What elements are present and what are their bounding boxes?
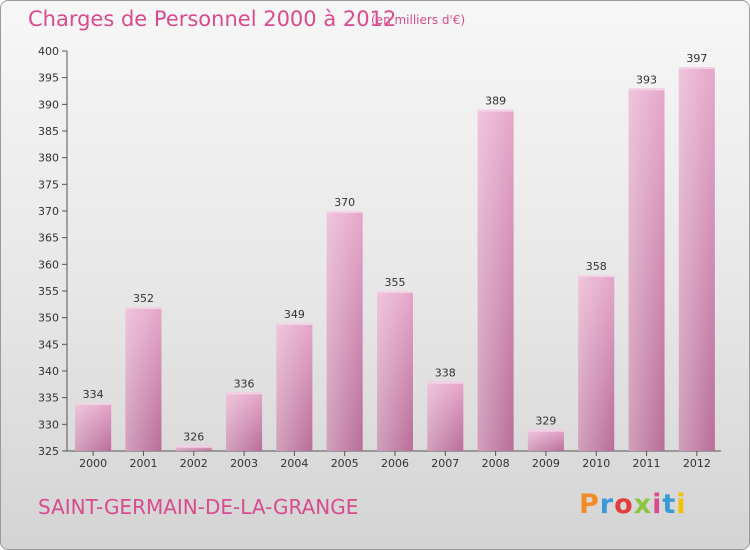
y-tick-label: 390 <box>38 98 59 111</box>
y-tick-label: 345 <box>38 338 59 351</box>
bar-top-edge <box>377 291 413 293</box>
x-tick-label: 2004 <box>280 457 308 470</box>
y-tick-label: 360 <box>38 258 59 271</box>
bar-top-edge <box>226 392 263 395</box>
data-label: 397 <box>686 52 707 65</box>
chart-title: Charges de Personnel 2000 à 2012 <box>28 7 397 31</box>
chart-subtitle: (en milliers d'€) <box>371 13 466 27</box>
x-tick-label: 2012 <box>683 457 711 470</box>
bar-highlight <box>226 392 263 451</box>
bar-top-edge <box>527 429 564 432</box>
y-tick-label: 330 <box>38 418 59 431</box>
y-tick-label: 365 <box>38 232 59 245</box>
y-tick-label: 395 <box>38 72 59 85</box>
bar-top-edge <box>477 109 514 112</box>
x-tick-label: 2000 <box>79 457 107 470</box>
bar-top-edge <box>578 275 615 277</box>
bar-highlight <box>75 403 112 451</box>
y-tick-label: 350 <box>38 312 59 325</box>
data-label: 370 <box>334 196 355 209</box>
data-label: 352 <box>133 292 154 305</box>
bar-top-edge <box>175 445 212 448</box>
y-tick-label: 375 <box>38 178 59 191</box>
bar-top-edge <box>326 211 363 213</box>
y-tick-label: 385 <box>38 125 59 138</box>
y-tick-label: 355 <box>38 285 59 298</box>
commune-name: SAINT-GERMAIN-DE-LA-GRANGE <box>38 495 359 519</box>
bar-top-edge <box>276 323 313 325</box>
y-tick-label: 370 <box>38 205 59 218</box>
x-tick-label: 2002 <box>180 457 208 470</box>
bar-top-edge <box>125 307 162 309</box>
bar-top-edge <box>427 381 464 384</box>
data-label: 334 <box>83 388 104 401</box>
proxiti-logo: Proxiti <box>579 489 687 520</box>
logo-letter: P <box>579 489 600 520</box>
bar-top-edge <box>628 88 665 91</box>
bar-highlight <box>125 307 162 451</box>
x-tick-label: 2006 <box>381 457 409 470</box>
y-tick-label: 325 <box>38 445 59 458</box>
data-label: 338 <box>435 367 456 380</box>
bar-highlight <box>175 445 212 451</box>
x-tick-label: 2005 <box>331 457 359 470</box>
x-tick-label: 2007 <box>431 457 459 470</box>
bar-highlight <box>527 429 564 451</box>
bar-highlight <box>477 109 514 452</box>
data-label: 336 <box>234 377 255 390</box>
data-label: 329 <box>535 415 556 428</box>
x-tick-label: 2009 <box>532 457 560 470</box>
x-tick-label: 2010 <box>582 457 610 470</box>
x-tick-label: 2003 <box>230 457 258 470</box>
bar-top-edge <box>678 67 715 69</box>
x-tick-label: 2011 <box>633 457 661 470</box>
x-tick-label: 2001 <box>129 457 157 470</box>
data-label: 358 <box>586 260 607 273</box>
bar-top-edge <box>75 403 112 405</box>
logo-letter: i <box>652 489 663 520</box>
bar-highlight <box>427 381 464 451</box>
bar-highlight <box>578 275 615 451</box>
data-label: 389 <box>485 95 506 108</box>
data-label: 393 <box>636 73 657 86</box>
bar-highlight <box>377 291 413 451</box>
y-tick-label: 380 <box>38 152 59 165</box>
logo-letter: x <box>633 489 653 520</box>
bar-highlight <box>628 88 665 451</box>
bar-highlight <box>326 211 363 451</box>
y-tick-label: 400 <box>38 45 59 58</box>
x-tick-label: 2008 <box>482 457 510 470</box>
bar-highlight <box>678 67 715 451</box>
bar-highlight <box>276 323 313 451</box>
data-label: 355 <box>385 276 406 289</box>
data-label: 349 <box>284 308 305 321</box>
logo-letter: o <box>614 489 634 520</box>
y-tick-label: 335 <box>38 392 59 405</box>
logo-letter: t <box>662 489 677 520</box>
data-label: 326 <box>183 431 204 444</box>
y-tick-label: 340 <box>38 365 59 378</box>
logo-letter: i <box>676 489 687 520</box>
logo-letter: r <box>599 489 615 520</box>
